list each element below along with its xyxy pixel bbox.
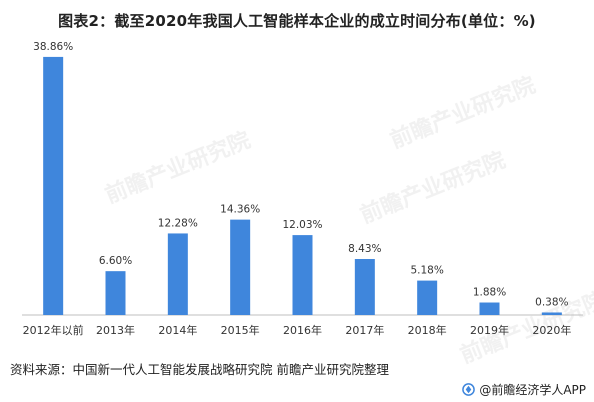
- x-tick-label: 2015年: [221, 323, 260, 337]
- data-label: 8.43%: [348, 243, 381, 255]
- brand-text: @前瞻经济学人APP: [479, 383, 586, 397]
- brand-credit: @前瞻经济学人APP: [462, 381, 586, 398]
- data-label: 38.86%: [33, 41, 73, 53]
- data-label: 12.03%: [282, 219, 322, 231]
- x-tick-label: 2017年: [345, 323, 384, 337]
- bar: [479, 302, 500, 315]
- bar: [292, 235, 313, 315]
- bar: [105, 271, 126, 315]
- x-tick-label: 2020年: [532, 323, 571, 337]
- bar: [541, 312, 562, 315]
- data-label: 6.60%: [99, 255, 132, 267]
- x-tick-label: 2019年: [470, 323, 509, 337]
- x-tick-label: 2016年: [283, 323, 322, 337]
- data-label: 1.88%: [473, 287, 506, 299]
- bar: [354, 259, 375, 315]
- data-label: 5.18%: [410, 265, 443, 277]
- x-tick-label: 2014年: [158, 323, 197, 337]
- source-note: 资料来源：中国新一代人工智能发展战略研究院 前瞻产业研究院整理: [10, 362, 389, 377]
- bar: [230, 219, 251, 315]
- x-tick-label: 2012年以前: [23, 323, 84, 337]
- x-tick-label: 2013年: [96, 323, 135, 337]
- bar: [417, 280, 438, 315]
- bar: [43, 56, 64, 315]
- brand-logo-icon: [462, 383, 476, 396]
- x-tick-label: 2018年: [408, 323, 447, 337]
- data-label: 14.36%: [220, 204, 260, 216]
- data-label: 12.28%: [158, 217, 198, 229]
- chart-title: 图表2：截至2020年我国人工智能样本企业的成立时间分布(单位：%): [58, 12, 536, 30]
- bar: [167, 233, 188, 315]
- data-label: 0.38%: [535, 296, 568, 308]
